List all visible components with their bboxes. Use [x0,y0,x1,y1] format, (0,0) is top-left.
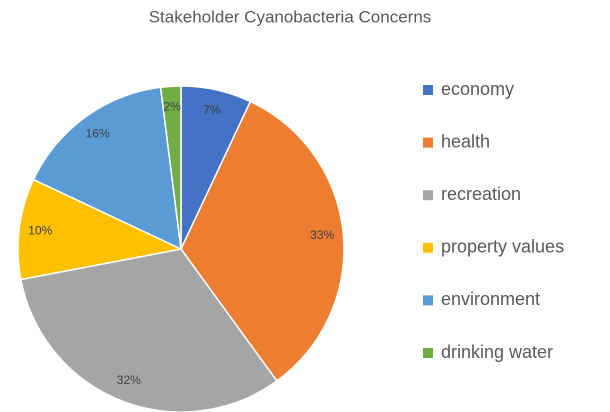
pie-slice [180,100,345,382]
legend-label: environment [441,289,540,309]
data-label: 2% [163,100,181,114]
data-label: 32% [117,373,141,387]
data-label: 7% [203,103,221,117]
legend-swatch [423,190,433,201]
legend-swatch [423,242,433,253]
chart-title: Stakeholder Cyanobacteria Concerns [149,7,432,26]
legend-label: health [441,131,490,151]
pie-slice [159,85,182,250]
legend-label: drinking water [441,342,553,362]
pie-slice [20,248,278,412]
data-label: 10% [28,223,52,237]
pie-slice [32,86,182,251]
legend-swatch [423,348,433,358]
legend-label: property values [441,237,564,257]
legend-label: economy [441,79,514,99]
legend-swatch [423,137,433,148]
legend-label: recreation [441,184,521,204]
legend-swatch [423,85,433,95]
data-label: 16% [86,126,110,140]
data-label: 33% [310,228,334,242]
pie-slice [17,178,184,281]
legend-swatch [423,295,433,306]
